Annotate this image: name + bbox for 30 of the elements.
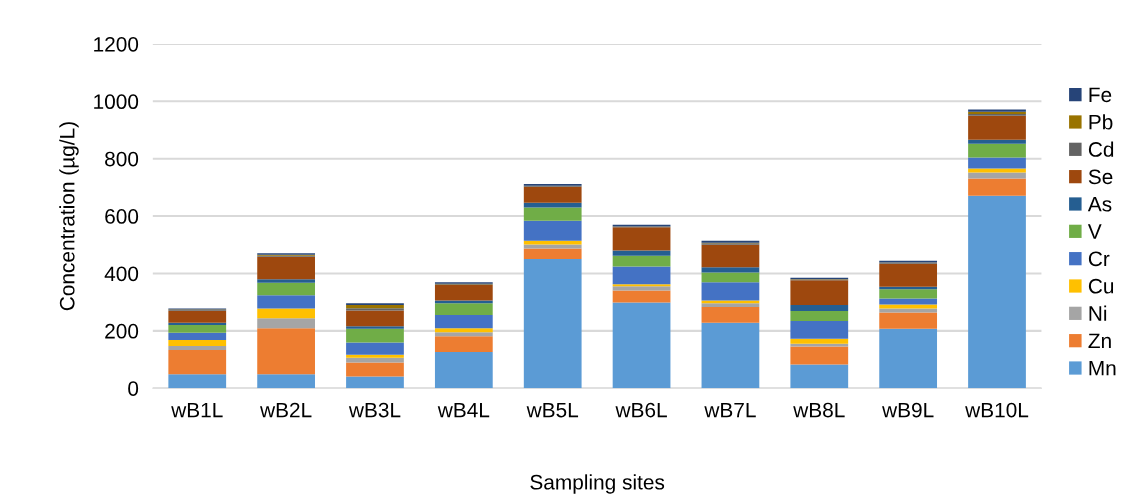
y-tick-label: 400: [104, 266, 139, 282]
legend-label: Cu: [1088, 278, 1114, 294]
legend-label: V: [1087, 224, 1102, 239]
legend-label: Mn: [1089, 361, 1116, 376]
legend-label: As: [1087, 197, 1112, 212]
x-tick-label: wB10L: [965, 402, 1029, 418]
x-tick-label: wB1L: [171, 402, 223, 418]
x-tick-label: wB3L: [348, 402, 401, 418]
legend-label: Cd: [1088, 141, 1114, 157]
y-axis-title: Concentration (µg/L): [59, 122, 79, 311]
x-tick-label: wB9L: [882, 402, 934, 418]
x-axis-title: Sampling sites: [530, 474, 665, 494]
legend-label: Cr: [1088, 251, 1110, 267]
x-tick-label: wB6L: [615, 402, 667, 418]
x-tick-label: wB8L: [793, 402, 845, 418]
legend-label: Se: [1088, 169, 1113, 185]
x-tick-label: wB5L: [526, 402, 579, 418]
y-tick-label: 200: [105, 323, 139, 339]
legend-label: Fe: [1089, 87, 1112, 103]
x-tick-label: wB2L: [260, 402, 312, 418]
legend-label: Pb: [1089, 114, 1113, 130]
x-tick-label: wB7L: [704, 402, 756, 418]
y-tick-label: 1200: [94, 36, 139, 52]
legend-label: Ni: [1089, 305, 1107, 321]
x-tick-label: wB4L: [437, 402, 490, 418]
y-tick-label: 800: [105, 151, 139, 167]
y-tick-label: 0: [128, 381, 139, 396]
y-tick-label: 1000: [94, 94, 139, 110]
legend-label: Zn: [1088, 333, 1111, 349]
y-tick-label: 600: [105, 209, 139, 224]
